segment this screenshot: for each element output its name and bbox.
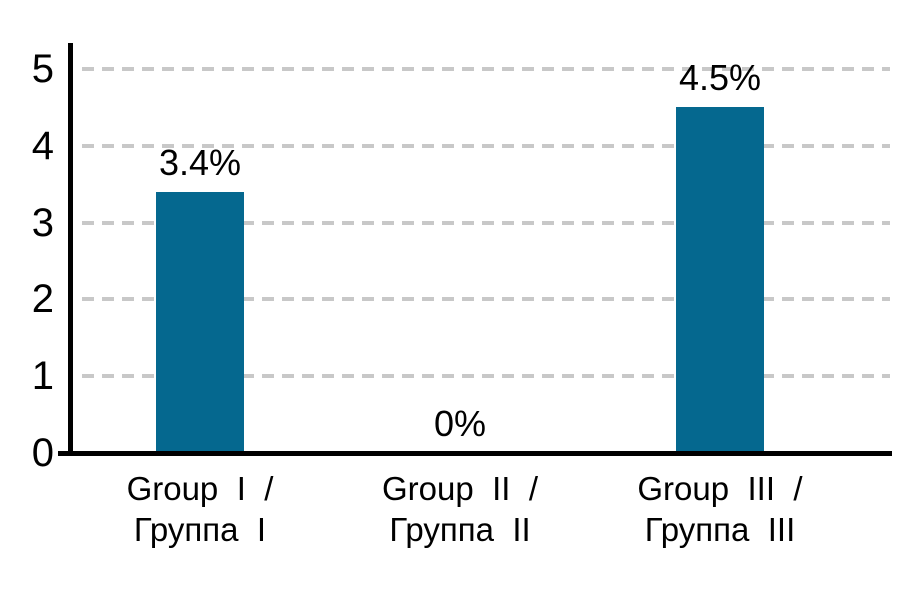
y-axis-line [68, 43, 73, 456]
category-label: Group III / Группа III [580, 468, 860, 550]
y-axis-tick-label: 0 [31, 431, 54, 475]
x-axis-line [58, 451, 892, 456]
y-axis-tick-label: 2 [31, 277, 54, 322]
y-axis-tick-label: 4 [31, 123, 54, 168]
y-axis-tick-label: 3 [31, 200, 54, 245]
category-label-line2: Группа I [133, 511, 267, 548]
bar-group-3 [676, 107, 764, 453]
category-label-line2: Группа II [389, 511, 531, 548]
category-label-line1: Group III / [637, 470, 803, 507]
y-axis-tick-label: 5 [31, 47, 54, 91]
bar-value-label: 3.4% [158, 141, 242, 183]
gridline-3 [82, 220, 890, 225]
gridline-4 [82, 143, 890, 148]
gridline-1 [82, 374, 890, 379]
bar-group-1 [156, 191, 244, 453]
gridline-5 [82, 67, 890, 71]
bar-value-label: 0% [433, 403, 487, 444]
category-label-line2: Группа III [644, 511, 796, 548]
category-label-line1: Group I / [126, 470, 274, 507]
y-axis-tick-label: 1 [31, 354, 54, 399]
bar-value-label: 4.5% [678, 57, 762, 99]
category-label: Group II / Группа II [320, 468, 600, 550]
category-label-line1: Group II / [381, 470, 539, 507]
category-label: Group I / Группа I [60, 468, 340, 550]
gridline-2 [82, 297, 890, 302]
